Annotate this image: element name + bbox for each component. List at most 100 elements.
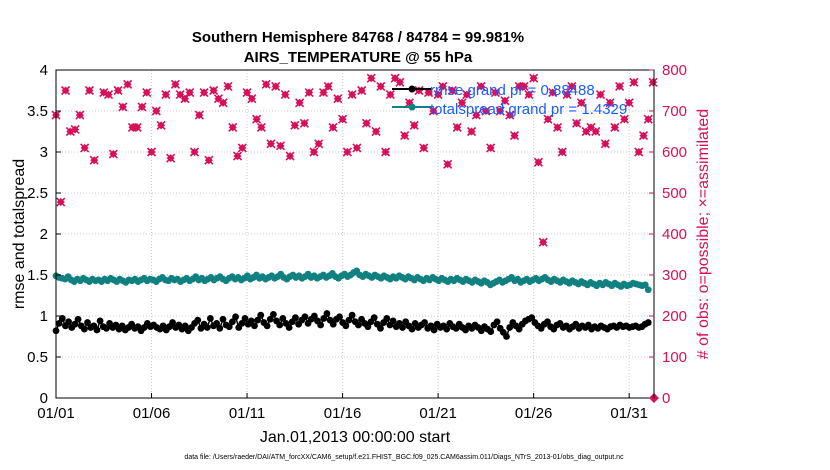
obs-assimilated-mark — [543, 114, 553, 124]
obs-assimilated-mark — [595, 90, 606, 100]
totalspread-point — [641, 281, 649, 289]
obs-assimilated-mark — [548, 87, 558, 98]
obs-assimilated-mark — [304, 87, 314, 98]
obs-assimilated-mark — [285, 151, 295, 161]
y-tick-label: 0.5 — [27, 349, 48, 366]
obs-assimilated-mark — [638, 131, 649, 141]
legend-spread-label: totalspread grand pr = 1.4329 — [430, 101, 627, 118]
rmse-point — [348, 311, 356, 319]
obs-assimilated-mark — [84, 85, 95, 96]
y2-tick-label: 0 — [662, 390, 670, 407]
rmse-point — [241, 315, 249, 322]
obs-assimilated-mark — [194, 110, 204, 120]
obs-assimilated-mark — [361, 118, 372, 128]
obs-assimilated-mark — [299, 118, 309, 128]
obs-assimilated-mark — [648, 77, 658, 87]
rmse-point — [310, 312, 318, 320]
obs-assimilated-mark — [318, 87, 329, 98]
y-tick-label: 3 — [40, 144, 48, 161]
y-tick-label: 3.5 — [27, 103, 48, 120]
obs-assimilated-mark — [629, 77, 639, 87]
y2-tick-label: 800 — [662, 62, 687, 79]
totalspread-point — [644, 286, 652, 294]
rmse-point — [515, 325, 523, 333]
rmse-point — [336, 313, 343, 321]
obs-assimilated-mark — [443, 159, 453, 169]
y2-tick-label: 400 — [662, 226, 687, 243]
rmse-point — [317, 321, 325, 329]
grid — [56, 70, 654, 398]
obs-assimilated-mark — [500, 96, 510, 106]
obs-assimilated-mark — [619, 114, 629, 124]
obs-assimilated-mark — [643, 114, 653, 124]
obs-assimilated-mark — [142, 87, 152, 98]
obs-assimilated-mark — [290, 120, 300, 130]
obs-assimilated-mark — [562, 90, 572, 100]
rmse-point — [251, 322, 258, 330]
plot-frame — [55, 69, 655, 399]
obs-assimilated-mark — [118, 102, 128, 112]
rmse-point — [96, 317, 104, 325]
obs-assimilated-mark — [352, 143, 362, 153]
rmse-point — [232, 313, 239, 321]
y2-tick-label: 600 — [662, 144, 687, 161]
obs-assimilated-mark — [75, 110, 85, 120]
data-file-footer: data file: /Users/raeder/DAI/ATM_forcXX/… — [184, 454, 624, 461]
rmse-point — [266, 315, 274, 323]
rmse-point — [377, 324, 384, 332]
obs-assimilated-mark — [189, 147, 200, 157]
obs-assimilated-mark — [529, 73, 539, 83]
obs-assimilated-mark — [132, 122, 142, 132]
obs-assimilated-mark — [610, 122, 620, 132]
obs-assimilated-mark — [56, 197, 66, 207]
obs-assimilated-mark — [557, 147, 567, 157]
obs-assimilated-mark — [89, 155, 99, 165]
obs-assimilated-mark — [457, 98, 467, 108]
rmse-point — [399, 324, 406, 331]
obs-assimilated-mark — [409, 120, 419, 130]
obs-assimilated-mark — [476, 81, 486, 91]
obs-assimilated-mark — [395, 77, 405, 87]
rmse-point — [408, 325, 416, 333]
obs-assimilated-mark — [218, 98, 228, 108]
obs-assimilated-mark — [80, 143, 90, 153]
legend: rmse grand pr = 0.88488 totalspread gran… — [392, 82, 627, 118]
rmse-point — [269, 310, 277, 318]
obs-assimilated-mark — [428, 106, 438, 116]
obs-assimilated-mark — [552, 122, 563, 132]
rmse-point — [487, 328, 495, 335]
rmse-point — [194, 316, 202, 324]
obs-assimilated-mark — [366, 73, 376, 83]
obs-assimilated-mark — [295, 98, 305, 108]
y2-tick-label: 200 — [662, 308, 687, 325]
rmse-point — [203, 324, 211, 331]
obs-assimilated-mark — [481, 106, 491, 116]
y2-tick-label: 700 — [662, 103, 687, 120]
obs-assimilated-mark — [271, 81, 281, 91]
obs-assimilated-mark — [252, 114, 262, 124]
obs-assimilated-mark — [605, 98, 615, 108]
ticks-layer: 01/01 01/06 01/11 01/16 01/21 01/26 01/31 0 0.5 1… — [27, 62, 687, 422]
obs-assimilated-mark — [266, 139, 276, 149]
x-tick-label: 01/01 — [37, 405, 75, 422]
obs-assimilated-mark — [261, 79, 271, 89]
obs-assimilated-mark — [414, 85, 424, 96]
obs-assimilated-mark — [256, 122, 266, 132]
obs-assimilated-mark — [342, 147, 352, 157]
rmse-point — [181, 322, 189, 330]
x-tick-label: 01/21 — [419, 405, 457, 422]
obs-assimilated-mark — [433, 90, 443, 100]
rmse-point — [238, 319, 246, 327]
obs-assimilated-mark — [166, 153, 176, 163]
obs-assimilated-mark — [381, 147, 391, 157]
obs-assimilated-mark — [505, 110, 515, 120]
y-tick-label: 4 — [40, 62, 48, 79]
obs-assimilated-mark — [323, 81, 333, 91]
rmse-point — [493, 318, 501, 326]
obs-assimilated-mark — [60, 85, 71, 96]
rmse-point — [206, 315, 214, 322]
obs-assimilated-mark — [309, 147, 319, 157]
y2-axis-label: # of obs: o=possible; ×=assimilated — [695, 109, 712, 359]
obs-assimilated-mark — [161, 90, 171, 100]
